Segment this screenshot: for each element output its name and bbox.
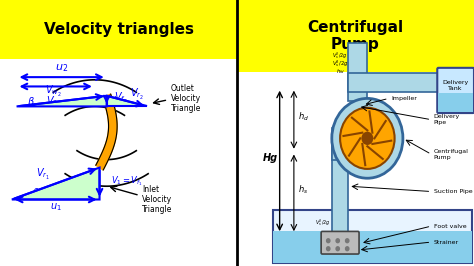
Text: $u_1$: $u_1$ [50,201,62,213]
Text: $h_s$: $h_s$ [298,184,309,196]
Text: Delivery
Pipe: Delivery Pipe [434,114,460,125]
Text: $u_2$: $u_2$ [55,63,68,74]
Text: $V_1=V_{f_1}$: $V_1=V_{f_1}$ [111,174,143,188]
Text: Strainer: Strainer [434,240,459,244]
Circle shape [326,246,331,251]
Bar [348,73,455,92]
Bar [273,231,472,263]
Text: Inlet
Velocity
Triangle: Inlet Velocity Triangle [142,185,173,214]
Text: $V_s^2/2g$: $V_s^2/2g$ [332,58,348,69]
Text: Velocity triangles: Velocity triangles [44,22,193,37]
Polygon shape [96,94,117,170]
Text: $V_s^2/2g$: $V_s^2/2g$ [332,50,348,61]
Text: $h_d$: $h_d$ [298,111,309,123]
Text: Impeller: Impeller [391,96,417,101]
Polygon shape [12,168,100,200]
Bar [0,0,237,59]
Bar [438,93,473,112]
Text: Suction Pipe: Suction Pipe [434,189,472,194]
Text: Hg: Hg [263,153,278,163]
Bar [0,59,237,266]
Text: $V_{w_2}$: $V_{w_2}$ [45,84,62,99]
Text: Centrifugal
Pump: Centrifugal Pump [308,20,403,52]
Text: Outlet
Velocity
Triangle: Outlet Velocity Triangle [171,84,201,113]
Polygon shape [17,96,107,106]
Text: Centrifugal
Pump: Centrifugal Pump [434,149,469,160]
Bar [332,128,348,160]
Text: $V_{f_2}$: $V_{f_2}$ [114,91,128,106]
Text: $\Phi$: $\Phi$ [111,94,119,105]
Bar [273,210,472,263]
Text: $V_{r_2}$: $V_{r_2}$ [130,87,145,102]
Text: $V_2$: $V_2$ [46,94,58,107]
Bar [237,72,474,266]
Circle shape [345,238,350,243]
Bar [332,146,348,234]
Bar [348,43,367,101]
Circle shape [361,132,374,145]
Text: $V_{r_1}$: $V_{r_1}$ [36,167,50,182]
Text: $\alpha$: $\alpha$ [83,185,92,195]
FancyBboxPatch shape [321,231,359,254]
Text: $h_{fd}$: $h_{fd}$ [336,67,345,76]
Circle shape [345,246,350,251]
Text: $\theta$: $\theta$ [32,185,39,198]
Circle shape [336,246,340,251]
Text: Foot valve: Foot valve [434,224,466,228]
Circle shape [332,98,403,178]
Text: $V_s^2/2g$: $V_s^2/2g$ [315,218,330,228]
Circle shape [340,108,394,169]
Polygon shape [107,96,147,106]
FancyBboxPatch shape [437,68,474,113]
Bar [237,0,474,72]
Circle shape [326,238,331,243]
Text: $\beta$: $\beta$ [27,95,35,109]
Text: Delivery
Tank: Delivery Tank [442,80,469,90]
Circle shape [336,238,340,243]
